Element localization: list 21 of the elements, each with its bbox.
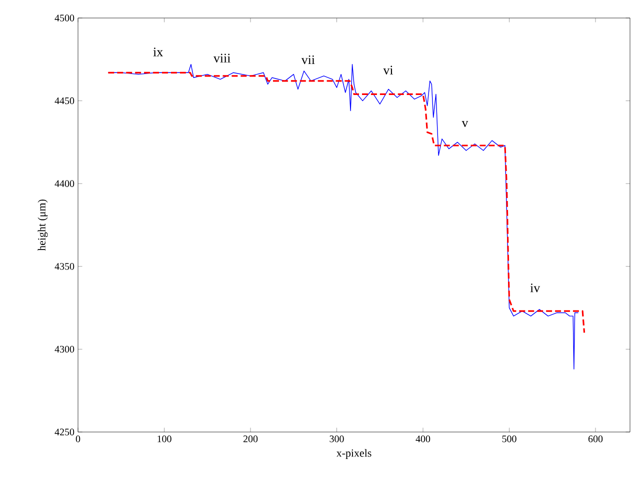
annotation: ix [153,48,163,56]
annotation: vii [301,55,315,64]
annotation: iv [530,284,540,292]
y-tick-label: 4300 [54,346,74,353]
annotation: viii [213,54,230,63]
y-tick-label: 4450 [54,97,74,104]
x-tick-label: 500 [502,436,516,442]
x-tick-label: 100 [158,436,172,442]
annotation: vi [383,66,394,75]
y-tick-label: 4400 [54,180,74,187]
y-tick-label: 4250 [54,428,74,436]
y-axis-title: height (μm) [38,200,48,251]
x-tick-label: 200 [243,436,258,442]
y-tick-label: 4500 [54,14,74,22]
x-tick-label: 300 [330,436,344,442]
y-tick-label: 4350 [54,263,74,270]
x-tick-label: 600 [588,436,603,442]
x-tick-label: 400 [416,436,430,442]
annotation: v [462,120,468,128]
x-axis-title: x-pixels [336,449,372,460]
x-tick-label: 0 [76,436,80,442]
